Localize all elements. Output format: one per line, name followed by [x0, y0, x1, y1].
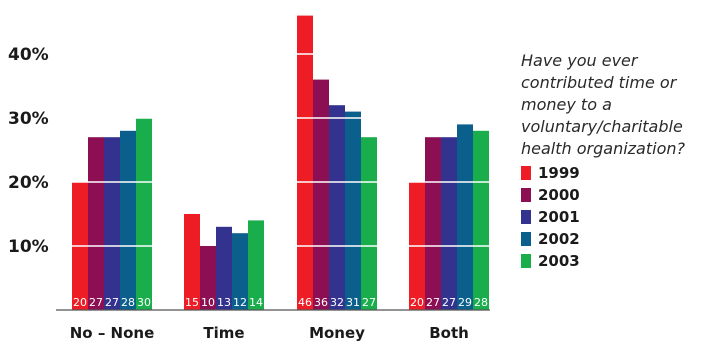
bar-value-label: 27: [442, 296, 456, 309]
bar-1-2000: [88, 137, 104, 310]
bar-1-2002: [120, 130, 136, 310]
bar-3-2003: [361, 137, 377, 310]
bar-value-label: 15: [185, 296, 199, 309]
data-labels-layer: 20 27 27 28 30 15 10 13 12 14 46 36 32 31 27 20 27 27 29 28: [73, 296, 488, 309]
bar-value-label: 20: [73, 296, 87, 309]
bar-value-label: 31: [346, 296, 360, 309]
x-tick-label: Time: [203, 324, 244, 342]
y-tick-label: 40%: [8, 45, 49, 65]
legend-item: 2000: [521, 184, 721, 206]
bar-value-label: 27: [105, 296, 119, 309]
bar-value-label: 32: [330, 296, 344, 309]
bar-value-label: 27: [89, 296, 103, 309]
bar-1-2001: [104, 137, 120, 310]
bar-3-2002: [345, 111, 361, 310]
bar-value-label: 28: [474, 296, 488, 309]
x-tick-label: No – None: [70, 324, 155, 342]
bar-value-label: 27: [426, 296, 440, 309]
legend-swatch: [521, 254, 531, 268]
bar-1-2003: [136, 118, 152, 310]
legend-label: 2002: [538, 230, 580, 248]
bar-2-2000: [200, 246, 216, 310]
legend: Have you ever contributed time or money …: [521, 50, 721, 272]
bar-value-label: 30: [137, 296, 151, 309]
bar-value-label: 28: [121, 296, 135, 309]
bar-2-2001: [216, 226, 232, 310]
y-tick-label: 30%: [8, 109, 49, 129]
legend-swatch: [521, 210, 531, 224]
legend-swatch: [521, 232, 531, 246]
bar-2-2002: [232, 233, 248, 310]
legend-item: 1999: [521, 162, 721, 184]
bar-value-label: 13: [217, 296, 231, 309]
bar-3-2001: [329, 105, 345, 310]
legend-label: 1999: [538, 164, 580, 182]
bar-4-2001: [441, 137, 457, 310]
bar-3-1999: [297, 15, 313, 310]
bar-value-label: 29: [458, 296, 472, 309]
legend-swatch: [521, 188, 531, 202]
y-tick-label: 10%: [8, 237, 49, 257]
legend-label: 2000: [538, 186, 580, 204]
legend-items: 1999 2000 2001 2002 2003: [521, 162, 721, 272]
legend-label: 2003: [538, 252, 580, 270]
legend-swatch: [521, 166, 531, 180]
x-axis: No – None Time Money Both: [56, 309, 490, 342]
legend-item: 2003: [521, 250, 721, 272]
bar-2-1999: [184, 214, 200, 310]
bar-value-label: 46: [298, 296, 312, 309]
bar-value-label: 20: [410, 296, 424, 309]
legend-question: Have you ever contributed time or money …: [521, 51, 685, 158]
bars-layer: [72, 15, 489, 311]
y-axis: 10% 20% 30% 40%: [8, 45, 49, 257]
bar-value-label: 12: [233, 296, 247, 309]
grid-layer: [72, 53, 490, 247]
legend-item: 2001: [521, 206, 721, 228]
y-tick-label: 20%: [8, 173, 49, 193]
bar-value-label: 10: [201, 296, 215, 309]
legend-label: 2001: [538, 208, 580, 226]
bar-3-2000: [313, 79, 329, 310]
bar-4-2003: [473, 130, 489, 310]
bar-4-2002: [457, 124, 473, 311]
bar-value-label: 27: [362, 296, 376, 309]
bar-value-label: 36: [314, 296, 328, 309]
bar-value-label: 14: [249, 296, 263, 309]
x-tick-label: Both: [429, 324, 469, 342]
x-tick-label: Money: [309, 324, 365, 342]
bar-4-2000: [425, 137, 441, 310]
legend-item: 2002: [521, 228, 721, 250]
bar-2-2003: [248, 220, 264, 310]
